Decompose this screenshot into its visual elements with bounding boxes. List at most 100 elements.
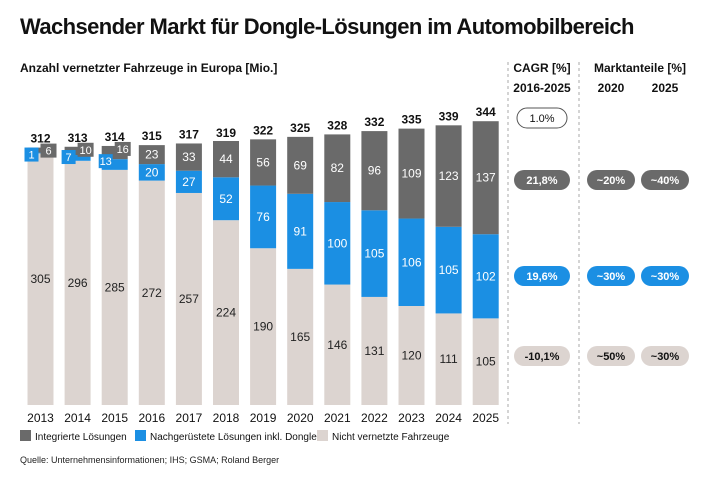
legend-swatch-retrofit [135,430,146,441]
label-unconnected: 120 [401,349,421,363]
bar-retrofit [398,218,425,306]
label-integrated: 69 [294,158,308,172]
x-tick-label: 2023 [398,411,425,425]
legend-swatch-unconnected [317,430,328,441]
share-value-2025-integrated: ~40% [651,175,680,187]
label-box-integrated [40,143,57,158]
label-unconnected: 165 [290,330,310,344]
cagr-value-integrated: 21,8% [526,175,557,187]
x-tick-label: 2017 [176,411,203,425]
legend-swatch-integrated [20,430,31,441]
label-unconnected: 285 [105,280,125,294]
label-retrofit: 20 [145,165,159,179]
label-integrated: 23 [145,148,159,162]
legend-label-integrated: Integrierte Lösungen [35,432,127,443]
label-unconnected: 272 [142,286,162,300]
bar-unconnected [472,318,499,405]
label-unconnected: 224 [216,306,236,320]
label-unconnected: 111 [439,352,458,366]
x-tick-label: 2013 [27,411,54,425]
share-value-2020-unconnected: ~50% [597,351,626,363]
label-unconnected: 131 [364,344,384,358]
bar-unconnected [250,248,277,405]
x-tick-label: 2016 [138,411,165,425]
label-total: 313 [68,131,88,145]
source-note: Quelle: Unternehmensinformationen; IHS; … [20,455,280,465]
bar-integrated [324,134,351,203]
cagr-value-retrofit: 19,6% [526,271,557,283]
bar-unconnected [361,296,388,405]
x-tick-label: 2019 [250,411,277,425]
label-retrofit: 91 [294,224,308,238]
label-integrated: 123 [439,169,459,183]
label-total: 322 [253,123,273,137]
label-total: 317 [179,127,199,141]
label-retrofit: 100 [327,236,347,250]
x-tick-label: 2022 [361,411,388,425]
bar-unconnected [398,306,425,405]
bar-unconnected [213,220,239,405]
legend-label-unconnected: Nicht vernetzte Fahrzeuge [332,432,450,443]
chart-subtitle: Anzahl vernetzter Fahrzeuge in Europa [M… [20,61,278,75]
bar-integrated [472,121,499,235]
label-retrofit: 76 [256,210,270,224]
cagr-header-line2: 2016-2025 [513,81,571,95]
label-box-retrofit [24,147,39,162]
label-integrated: 56 [256,155,270,169]
label-integrated: 96 [368,164,382,178]
label-retrofit: 106 [401,255,421,269]
x-tick-label: 2018 [213,411,240,425]
bar-integrated [138,145,165,165]
label-total: 332 [364,115,384,129]
bar-retrofit [435,226,462,314]
x-tick-label: 2025 [472,411,499,425]
bar-retrofit [175,170,202,193]
label-integrated: 82 [331,161,345,175]
cagr-pill-unconnected [514,346,570,366]
bar-integrated [398,128,425,219]
share-pill-2020-unconnected [587,346,635,366]
x-tick-label: 2021 [324,411,351,425]
label-integrated: 137 [476,171,496,185]
bar-retrofit [250,185,277,249]
label-unconnected: 190 [253,320,273,334]
bar-unconnected [287,268,314,405]
cagr-pill-integrated [514,170,570,190]
bar-unconnected [27,153,54,405]
bar-integrated [175,143,202,171]
label-integrated: 109 [401,167,421,181]
label-unconnected: 296 [68,276,88,290]
label-total: 312 [30,132,50,146]
x-tick-label: 2015 [101,411,128,425]
label-integrated: 10 [79,145,91,157]
x-tick-label: 2024 [435,411,462,425]
share-pill-2020-retrofit [587,266,635,286]
cagr-header-line1: CAGR [%] [513,61,571,75]
share-header-2020: 2020 [597,81,625,95]
share-header-2025: 2025 [651,81,679,95]
label-total: 339 [439,109,459,123]
share-value-2025-retrofit: ~30% [651,271,680,283]
label-total: 319 [216,126,236,140]
label-total: 314 [105,130,125,144]
label-unconnected: 146 [327,338,347,352]
cagr-value-total: 1.0% [529,113,554,125]
bar-integrated [435,125,462,227]
label-retrofit: 105 [364,247,384,261]
label-box-integrated [77,142,94,157]
label-retrofit: 13 [100,156,112,168]
bar-integrated [287,136,314,194]
bar-retrofit [101,159,128,170]
bar-unconnected [175,192,202,405]
label-integrated: 33 [182,150,196,164]
label-integrated: 6 [45,146,51,158]
label-box-integrated [114,141,131,156]
bar-unconnected [435,313,462,405]
label-total: 335 [401,113,421,127]
label-total: 344 [476,105,496,119]
label-total: 328 [327,118,347,132]
bar-unconnected [64,160,91,405]
label-unconnected: 257 [179,292,199,306]
